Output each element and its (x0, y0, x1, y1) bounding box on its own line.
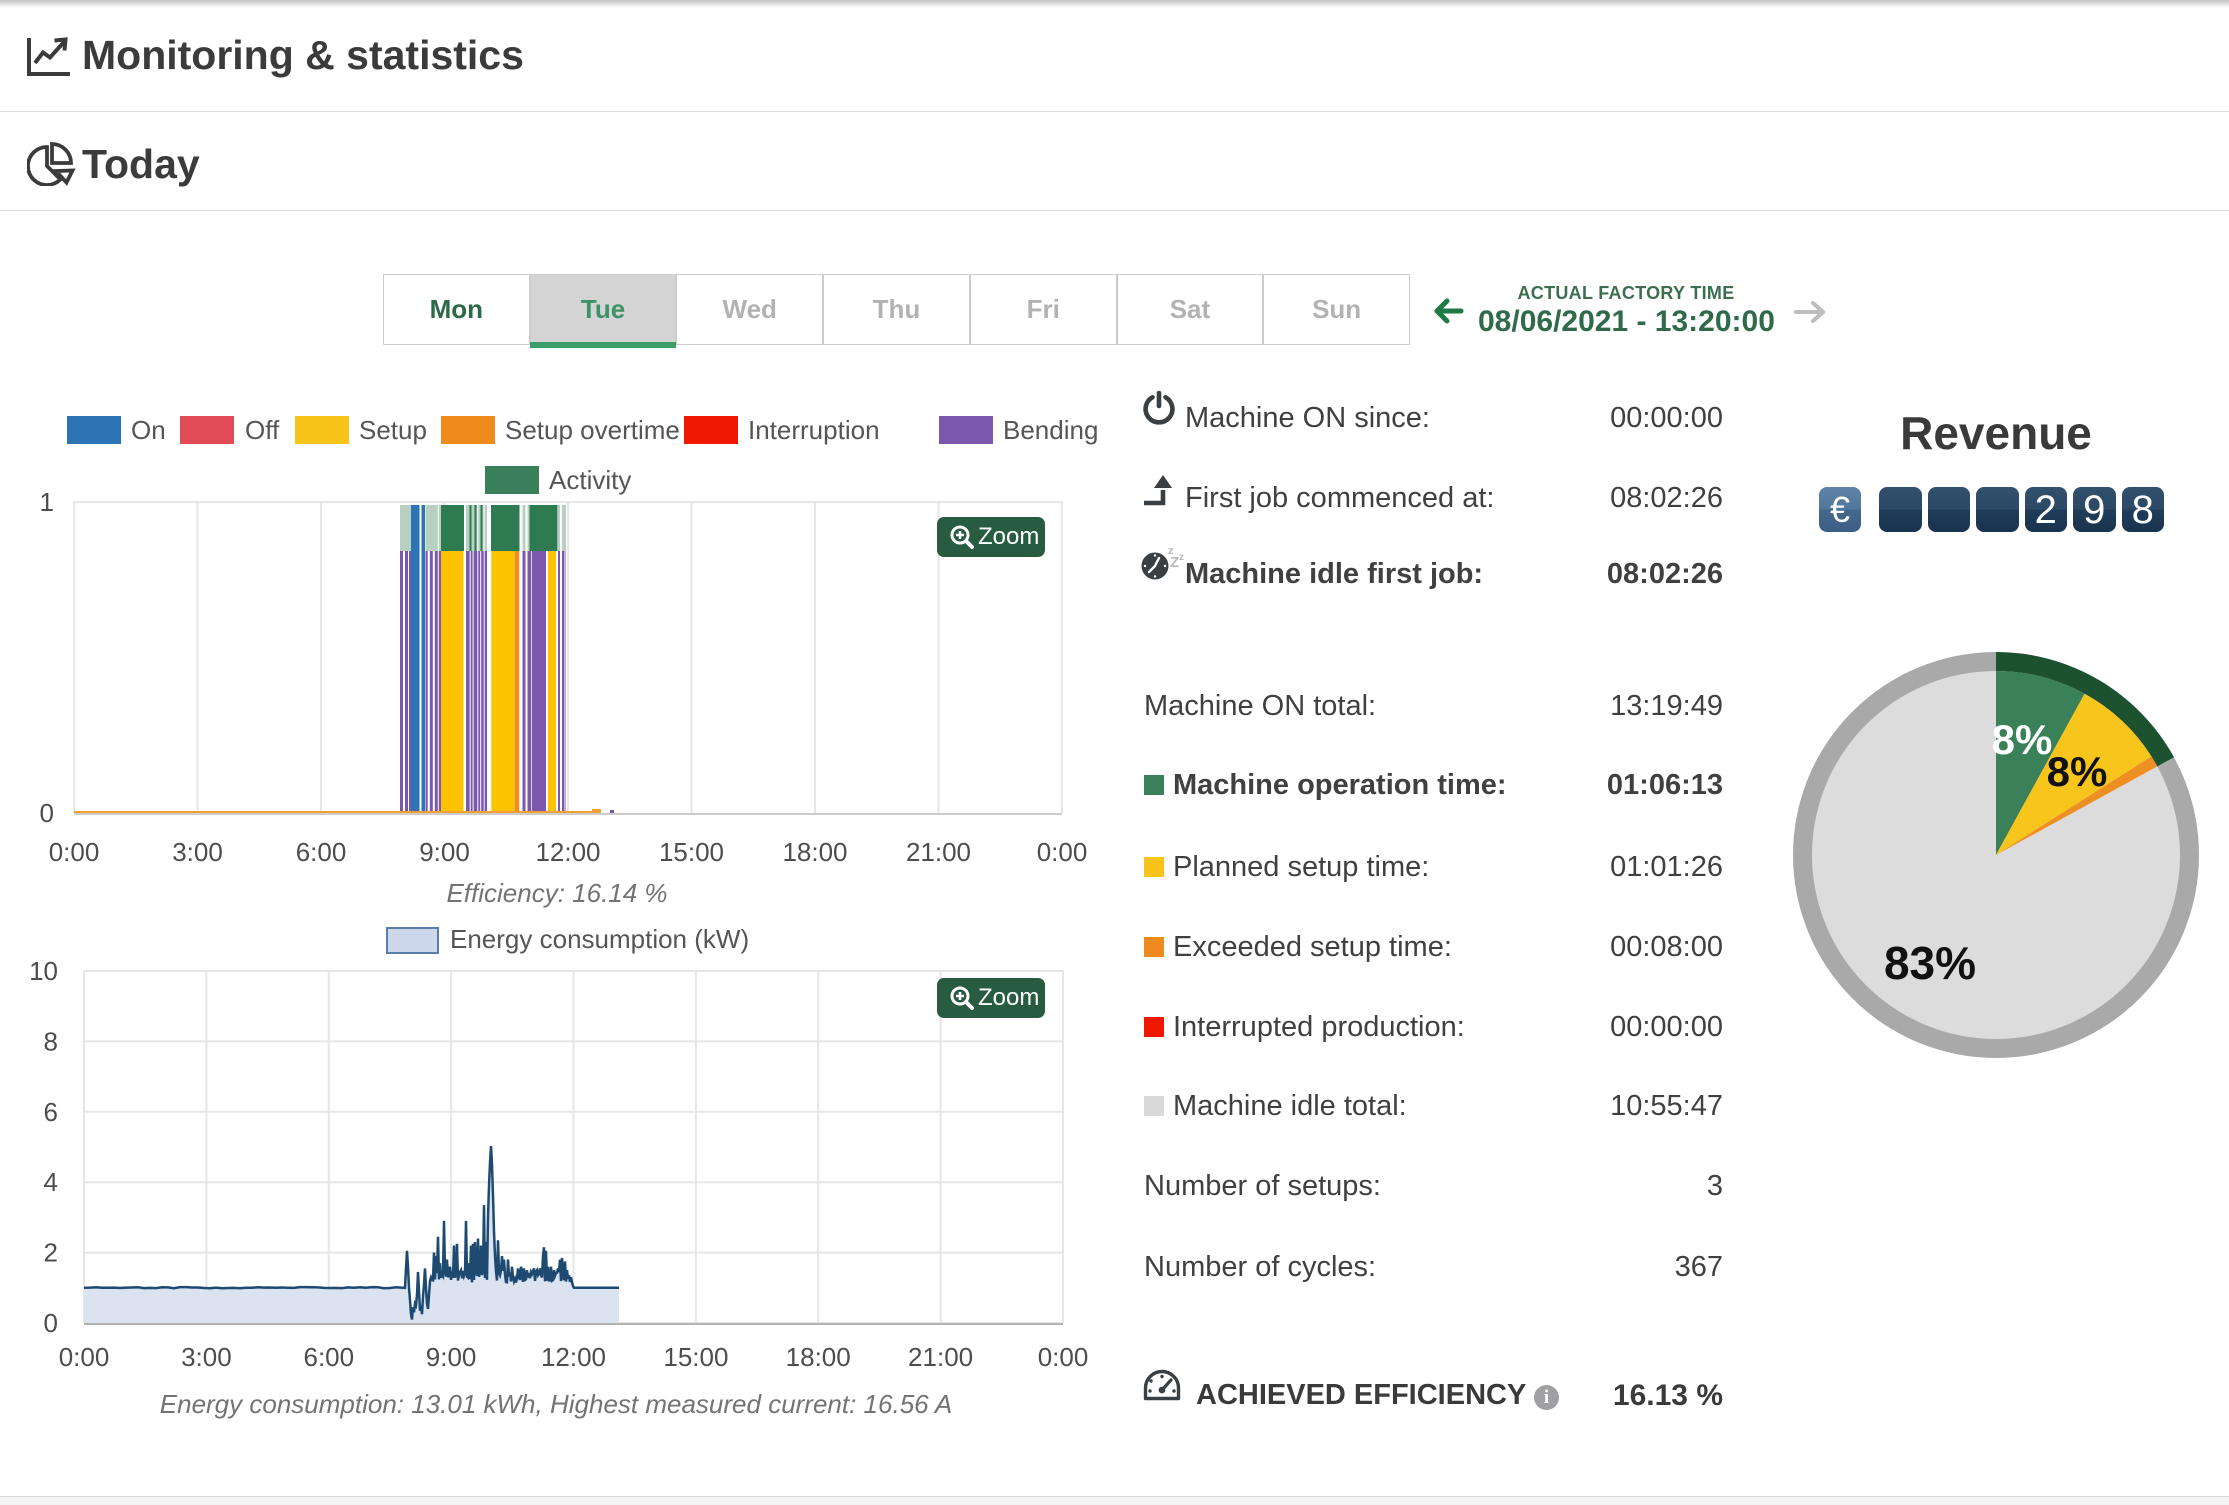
svg-text:9:00: 9:00 (419, 837, 470, 867)
svg-text:Bending: Bending (1003, 415, 1098, 445)
svg-text:12:00: 12:00 (541, 1342, 606, 1372)
svg-text:8%: 8% (2047, 748, 2108, 795)
svg-text:z: z (1168, 545, 1174, 557)
svg-text:9:00: 9:00 (426, 1342, 477, 1372)
svg-text:12:00: 12:00 (535, 837, 600, 867)
svg-text:21:00: 21:00 (908, 1342, 973, 1372)
svg-text:Setup: Setup (359, 415, 427, 445)
svg-text:18:00: 18:00 (782, 837, 847, 867)
svg-text:21:00: 21:00 (906, 837, 971, 867)
svg-text:6: 6 (44, 1097, 58, 1127)
svg-text:8: 8 (44, 1026, 58, 1056)
svg-text:0: 0 (40, 798, 54, 828)
svg-text:z: z (1179, 552, 1184, 563)
svg-text:6:00: 6:00 (296, 837, 347, 867)
svg-text:2: 2 (44, 1238, 58, 1268)
svg-text:Efficiency: 16.14 %: Efficiency: 16.14 % (446, 878, 667, 908)
svg-text:Zoom: Zoom (978, 984, 1039, 1011)
svg-text:15:00: 15:00 (659, 837, 724, 867)
svg-text:Activity: Activity (549, 465, 631, 495)
svg-text:6:00: 6:00 (303, 1342, 354, 1372)
svg-text:10: 10 (29, 956, 58, 986)
svg-text:0:00: 0:00 (1038, 1342, 1089, 1372)
svg-text:3:00: 3:00 (181, 1342, 232, 1372)
svg-text:Zoom: Zoom (978, 523, 1039, 550)
svg-text:0:00: 0:00 (49, 837, 100, 867)
svg-text:8%: 8% (1992, 716, 2053, 763)
svg-text:On: On (131, 415, 166, 445)
svg-text:0:00: 0:00 (1037, 837, 1088, 867)
svg-text:Setup overtime: Setup overtime (505, 415, 680, 445)
svg-text:4: 4 (44, 1167, 58, 1197)
svg-text:83%: 83% (1884, 937, 1976, 989)
svg-text:0: 0 (44, 1308, 58, 1338)
svg-text:Off: Off (245, 415, 280, 445)
svg-text:0:00: 0:00 (59, 1342, 110, 1372)
svg-text:1: 1 (40, 487, 54, 517)
svg-text:Energy consumption (kW): Energy consumption (kW) (450, 924, 749, 954)
svg-text:15:00: 15:00 (663, 1342, 728, 1372)
svg-text:Interruption: Interruption (748, 415, 880, 445)
svg-text:18:00: 18:00 (786, 1342, 851, 1372)
svg-text:3:00: 3:00 (172, 837, 223, 867)
svg-text:Z: Z (1170, 554, 1179, 571)
svg-text:Energy consumption: 13.01 kWh,: Energy consumption: 13.01 kWh, Highest m… (160, 1389, 952, 1419)
